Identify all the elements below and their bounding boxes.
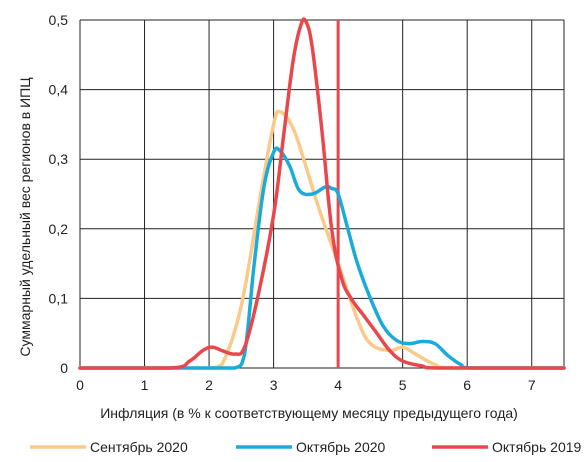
- y-tick-label: 0,5: [49, 12, 69, 28]
- legend-label: Октябрь 2019: [492, 439, 582, 455]
- legend-label: Сентябрь 2020: [90, 439, 188, 455]
- y-axis-title: Суммарный удельный вес регионов в ИПЦ: [17, 77, 33, 357]
- tick-labels: 0 1 2 3 4 5 6 7 0 0,1 0,2 0,3 0,4 0,5: [49, 12, 536, 393]
- y-tick-label: 0,1: [49, 290, 69, 306]
- legend-item: Сентябрь 2020: [30, 439, 188, 455]
- series-line-3: [78, 17, 566, 370]
- x-axis-title: Инфляция (в % к соответствующему месяцу …: [100, 405, 518, 421]
- x-tick-label: 7: [528, 377, 536, 393]
- series-group: [78, 17, 566, 370]
- series-line-2: [78, 146, 566, 370]
- x-tick-label: 4: [334, 377, 342, 393]
- legend: Сентябрь 2020 Октябрь 2020 Октябрь 2019: [30, 439, 582, 455]
- grid: [79, 19, 565, 369]
- legend-item: Октябрь 2019: [432, 439, 582, 455]
- y-tick-label: 0,2: [49, 221, 69, 237]
- legend-item: Октябрь 2020: [236, 439, 386, 455]
- x-tick-label: 5: [399, 377, 407, 393]
- legend-label: Октябрь 2020: [296, 439, 386, 455]
- y-tick-label: 0,3: [49, 151, 69, 167]
- x-tick-label: 3: [270, 377, 278, 393]
- series-line-1: [78, 109, 566, 370]
- y-tick-label: 0,4: [49, 82, 69, 98]
- y-tick-label: 0: [60, 360, 68, 376]
- x-tick-label: 0: [76, 377, 84, 393]
- x-tick-label: 2: [205, 377, 213, 393]
- x-tick-label: 1: [141, 377, 149, 393]
- x-tick-label: 6: [463, 377, 471, 393]
